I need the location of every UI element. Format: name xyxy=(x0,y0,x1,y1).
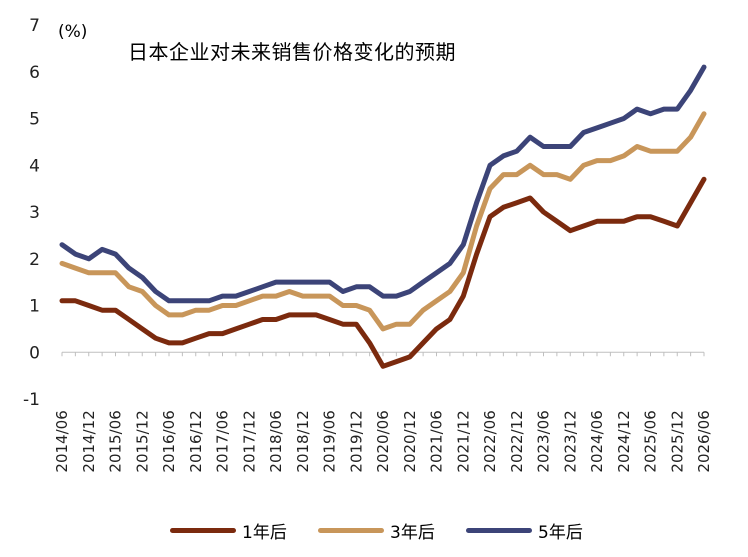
x-tick-label: 2021/06 xyxy=(428,410,446,472)
x-tick-label: 2020/06 xyxy=(374,410,392,472)
legend-item-3-year: 3年后 xyxy=(318,518,435,543)
y-tick-label: 0 xyxy=(29,343,40,363)
x-tick-label: 2023/06 xyxy=(535,410,553,472)
x-tick-label: 2014/06 xyxy=(53,410,71,472)
x-tick-label: 2016/06 xyxy=(160,410,178,472)
x-axis: 2014/06 2014/12 2015/06 2015/12 2016/06 2016/… xyxy=(53,351,713,473)
legend: 1年后 3年后 5年后 xyxy=(0,518,748,548)
y-tick-label: 4 xyxy=(29,156,40,176)
x-tick-label: 2025/06 xyxy=(642,410,660,472)
x-tick-label: 2018/12 xyxy=(294,410,312,472)
x-tick-label: 2022/12 xyxy=(508,410,526,472)
legend-label: 1年后 xyxy=(242,523,287,543)
chart-title: 日本企业对未来销售价格变化的预期 xyxy=(128,40,456,64)
x-tick-label: 2019/06 xyxy=(321,410,339,472)
x-tick-label: 2017/12 xyxy=(240,410,258,472)
y-tick-label: 2 xyxy=(29,250,40,270)
x-tick-label: 2014/12 xyxy=(80,410,98,472)
y-axis-ticks: -1 0 1 2 3 4 5 6 7 xyxy=(23,16,40,410)
x-tick-label: 2015/06 xyxy=(107,410,125,472)
y-tick-label: -1 xyxy=(23,390,40,410)
y-tick-label: 5 xyxy=(29,110,40,130)
legend-swatch xyxy=(466,528,532,533)
series-line-2 xyxy=(59,111,707,332)
x-tick-label: 2017/06 xyxy=(214,410,232,472)
y-tick-label: 3 xyxy=(29,203,40,223)
x-tick-label: 2022/06 xyxy=(481,410,499,472)
x-tick-label: 2016/12 xyxy=(187,410,205,472)
legend-item-5-year: 5年后 xyxy=(466,518,583,543)
x-tick-label: 2024/06 xyxy=(588,410,606,472)
x-tick-label: 2015/12 xyxy=(133,410,151,472)
x-tick-label: 2023/12 xyxy=(561,410,579,472)
legend-swatch xyxy=(318,528,384,533)
y-tick-label: 1 xyxy=(29,297,40,317)
y-axis-unit-label: (%) xyxy=(58,22,88,42)
x-tick-label: 2026/06 xyxy=(695,410,713,472)
x-tick-label: 2020/12 xyxy=(401,410,419,472)
legend-label: 3年后 xyxy=(390,523,435,543)
series-lines xyxy=(59,64,707,369)
x-tick-label: 2018/06 xyxy=(267,410,285,472)
legend-swatch xyxy=(170,528,236,533)
y-tick-label: 6 xyxy=(29,63,40,83)
series-line-3 xyxy=(59,64,707,304)
x-tick-label: 2025/12 xyxy=(668,410,686,472)
x-tick-label: 2024/12 xyxy=(615,410,633,472)
y-tick-label: 7 xyxy=(29,16,40,36)
x-tick-label: 2019/12 xyxy=(347,410,365,472)
legend-label: 5年后 xyxy=(538,523,583,543)
legend-item-1-year: 1年后 xyxy=(170,518,287,543)
series-line-1 xyxy=(59,176,707,369)
x-tick-label: 2021/12 xyxy=(454,410,472,472)
